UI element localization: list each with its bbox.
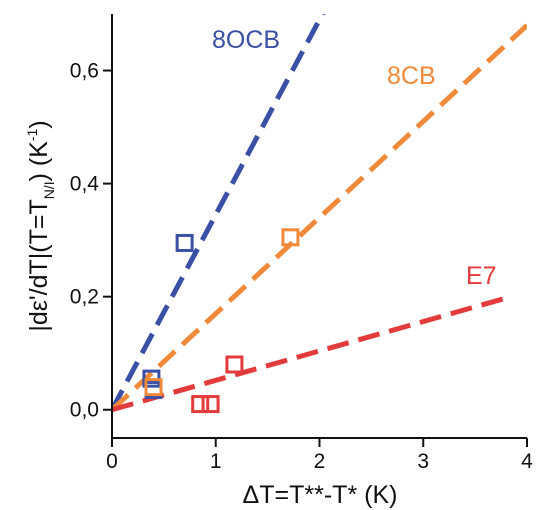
fit-line-8cb: [112, 23, 527, 412]
y-axis-title: |dε'/dT|(T=TN/I) (K-1): [24, 120, 57, 331]
axes: [111, 14, 527, 439]
x-tick-label: 4: [521, 450, 533, 473]
x-tick-label: 1: [210, 450, 222, 473]
x-tick-label: 0: [106, 450, 118, 473]
y-axis-title-superscript: -1: [24, 128, 40, 141]
y-tick-label: 0,6: [70, 60, 99, 83]
fit-line-8ocb: [112, 14, 326, 411]
fit-lines: [112, 14, 527, 413]
data-point-8cb: [144, 378, 163, 397]
x-axis-title: ΔT=T**-T* (K): [243, 481, 398, 509]
data-point-e7: [225, 355, 244, 374]
series-labels: 8OCB 8CB E7: [212, 26, 497, 290]
series-label-e7: E7: [466, 262, 497, 290]
y-tick-label: 0,4: [70, 173, 100, 196]
x-tick-label: 2: [314, 450, 326, 473]
ticks: 0 1 2 3 4 0,0 0,2 0,4 0,6: [70, 60, 533, 473]
x-tick-label: 3: [417, 450, 429, 473]
data-point-8cb: [281, 228, 300, 247]
series-label-8ocb: 8OCB: [212, 26, 280, 54]
y-axis-title-subscript: N/I: [41, 181, 57, 199]
y-tick-label: 0,0: [70, 399, 99, 422]
data-markers: [142, 228, 300, 414]
y-tick-label: 0,2: [70, 286, 99, 309]
data-point-e7: [191, 395, 210, 414]
fit-line-e7: [112, 294, 513, 413]
data-point-e7: [201, 395, 220, 414]
series-label-8cb: 8CB: [387, 62, 436, 90]
data-point-8ocb: [175, 233, 194, 252]
